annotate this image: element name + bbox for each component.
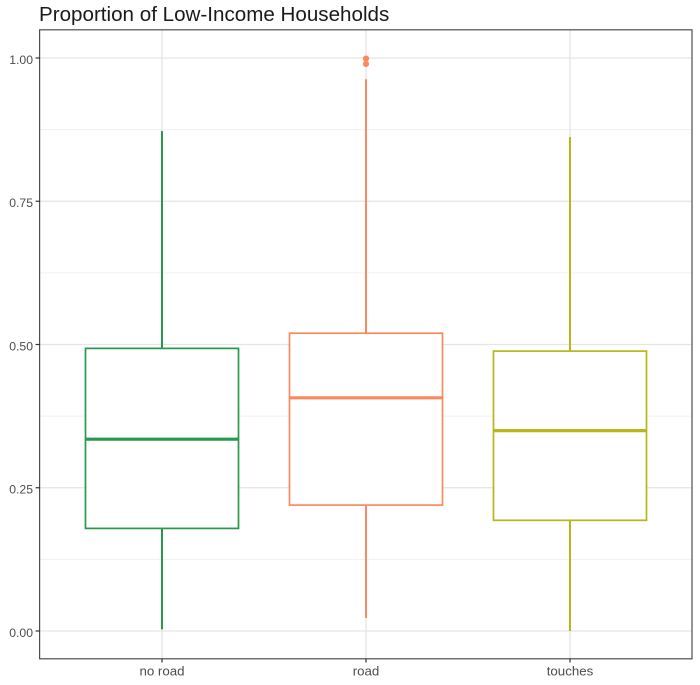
- svg-text:touches: touches: [547, 664, 594, 679]
- svg-text:0.00: 0.00: [9, 626, 33, 640]
- svg-text:1.00: 1.00: [9, 53, 33, 67]
- svg-text:0.75: 0.75: [9, 196, 33, 210]
- svg-text:Proportion of Low-Income House: Proportion of Low-Income Households: [39, 3, 389, 26]
- svg-text:road: road: [353, 664, 380, 679]
- svg-text:0.25: 0.25: [9, 483, 33, 497]
- svg-text:0.50: 0.50: [9, 339, 33, 353]
- svg-text:no road: no road: [139, 664, 184, 679]
